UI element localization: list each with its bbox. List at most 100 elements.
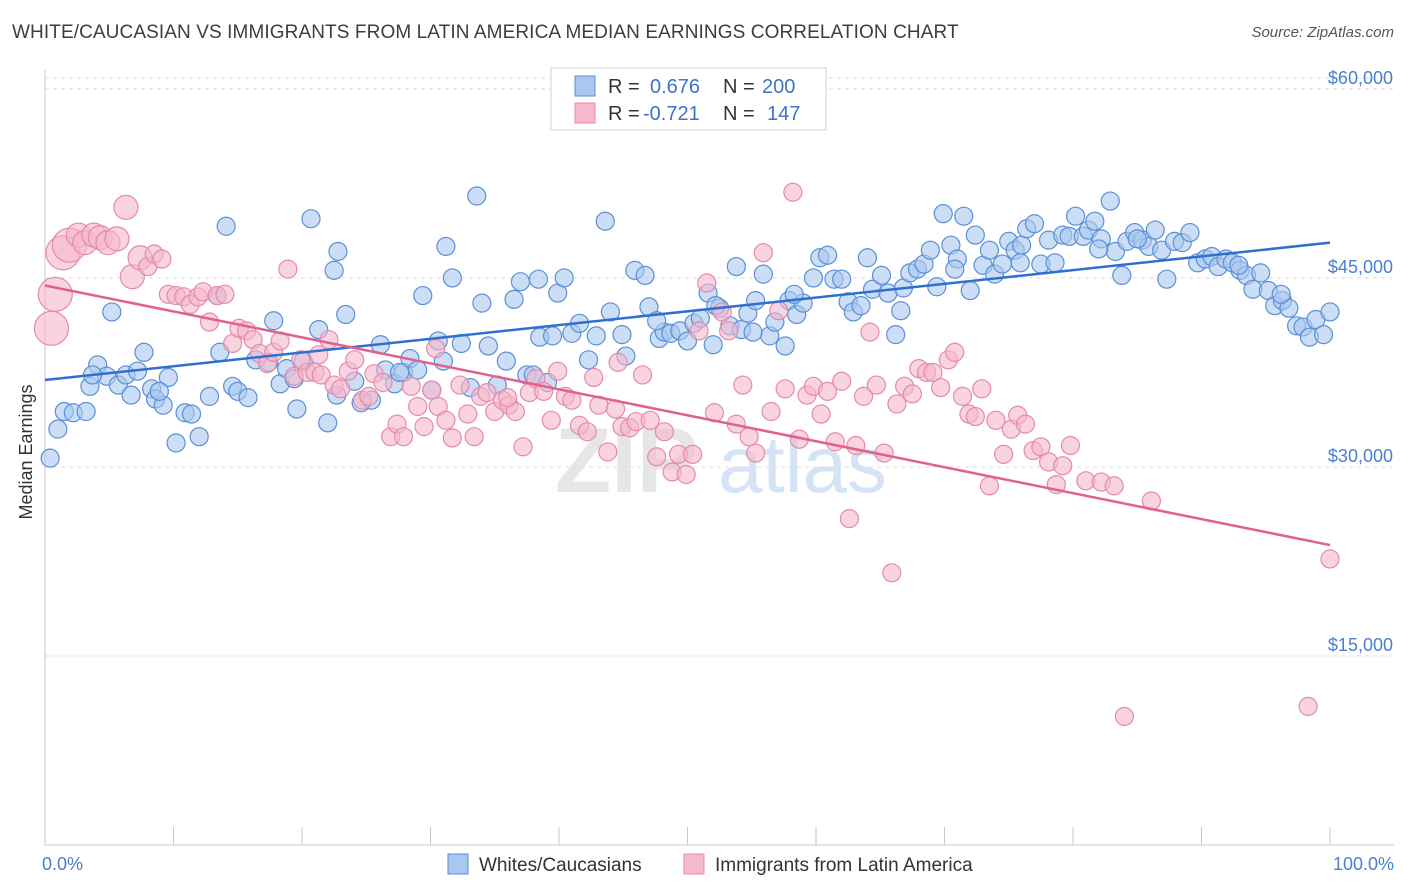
point-immigrants [309,345,329,365]
point-whites [40,448,60,468]
point-immigrants [887,394,907,414]
y-tick-label: $45,000 [1328,257,1393,277]
chart-source: Source: ZipAtlas.com [1251,24,1394,41]
point-whites [390,362,410,383]
point-whites [264,311,284,331]
point-immigrants [608,352,628,372]
y-tick-label: $60,000 [1328,68,1393,88]
point-immigrants [311,365,331,385]
point-whites [328,241,348,262]
point-whites [612,325,632,345]
point-immigrants [647,447,667,467]
point-whites [1065,206,1086,226]
point-immigrants [393,427,414,447]
point-whites [1010,253,1030,273]
point-immigrants [761,401,781,422]
point-whites [851,296,871,316]
point-whites [510,272,531,292]
point-immigrants [450,375,470,395]
point-immigrants [860,322,880,342]
point-immigrants [278,259,298,279]
point-whites [933,204,953,224]
point-immigrants [739,427,759,447]
point-whites [927,277,947,297]
point-whites [979,240,1000,260]
point-immigrants [498,388,518,408]
point-immigrants [712,302,732,322]
point-whites [554,268,574,288]
point-whites [216,216,236,236]
point-immigrants [945,342,965,362]
point-whites [635,265,655,286]
point-immigrants [104,226,130,252]
point-immigrants [477,383,497,403]
point-whites [102,302,122,322]
point-immigrants [422,380,442,400]
point-whites [1024,214,1045,234]
point-immigrants [952,386,973,406]
point-whites [857,248,878,268]
point-whites [496,351,516,371]
point-whites [586,326,606,346]
point-whites [478,336,498,356]
legend-box [550,67,827,131]
point-whites [542,326,563,346]
point-whites [1085,211,1105,231]
point-immigrants [994,444,1014,464]
point-whites [965,225,985,245]
point-whites [149,381,169,401]
legend-swatch-blue [574,75,596,97]
point-whites [600,302,621,322]
point-whites [753,264,773,284]
point-whites [76,401,96,422]
point-whites [1229,255,1249,275]
point-immigrants [584,367,604,388]
point-immigrants [769,301,789,321]
point-immigrants [1298,696,1318,716]
point-immigrants [319,330,339,350]
point-immigrants [436,410,456,430]
point-whites [832,269,852,289]
point-whites [595,211,615,231]
trendline-immigrants [44,284,1331,547]
point-immigrants [577,422,597,442]
point-immigrants [1104,476,1124,496]
bottom-legend-swatch-blue [447,853,469,875]
point-whites [436,236,456,257]
legend-n-value-2: 147 [767,103,800,125]
point-immigrants [426,338,446,359]
point-immigrants [775,379,795,399]
point-immigrants [113,194,139,220]
bottom-legend: Whites/Caucasians Immigrants from Latin … [447,853,973,876]
point-immigrants [882,563,902,583]
legend-r-value-1: 0.676 [650,76,700,98]
legend: R = 0.676 N = 200 R = -0.721 N = 147 [550,67,827,131]
point-whites [472,293,492,313]
point-whites [960,280,980,301]
point-whites [726,256,746,277]
point-immigrants [733,375,753,395]
point-immigrants [414,417,434,437]
point-immigrants [513,437,533,457]
point-whites [1045,253,1065,273]
trendline-whites [44,241,1331,382]
point-immigrants [215,284,235,304]
point-whites [1313,325,1334,345]
point-whites [954,206,974,226]
point-immigrants [783,182,803,202]
point-immigrants [330,379,351,399]
point-immigrants [689,321,709,341]
point-whites [318,413,338,433]
legend-n-label-1: N = [723,76,755,98]
bottom-legend-label-immigrants: Immigrants from Latin America [715,855,973,876]
point-whites [301,209,321,229]
point-whites [578,350,599,370]
point-immigrants [1031,437,1051,457]
point-immigrants [986,410,1006,430]
point-immigrants [640,410,660,430]
point-whites [442,268,462,288]
point-immigrants [853,386,874,406]
point-whites [324,260,344,280]
point-whites [48,419,68,439]
